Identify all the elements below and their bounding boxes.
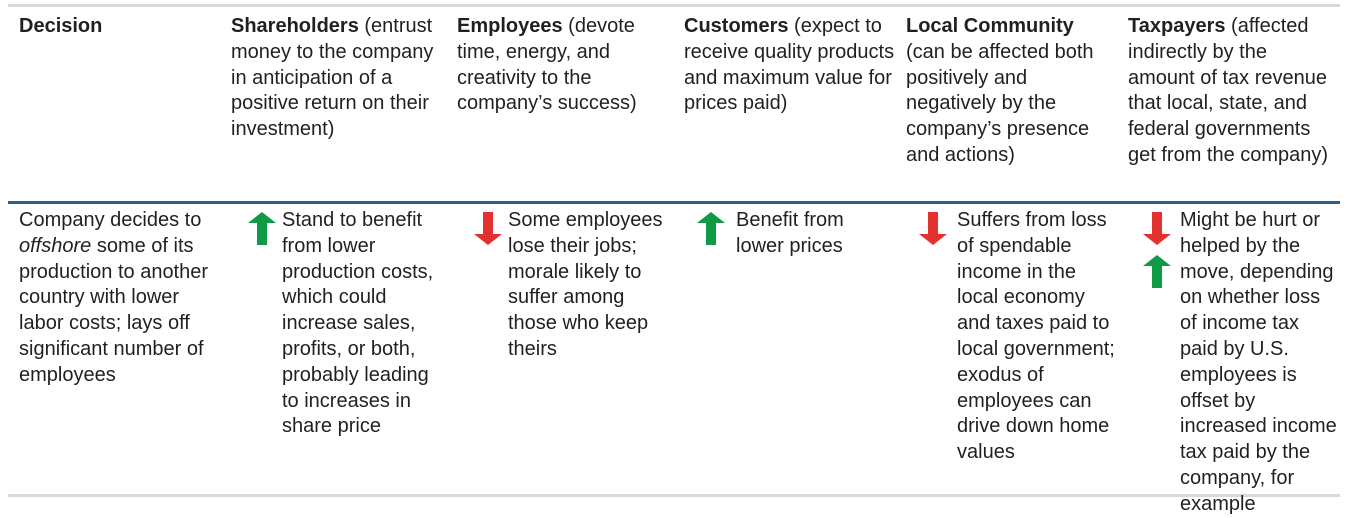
row-shareholders: Stand to benefit from lower production c… [282, 209, 434, 438]
arrow-down-icon [474, 212, 502, 245]
header-employees-title: Employees [457, 15, 563, 37]
header-local-community: Local Community (can be affected both po… [906, 14, 1116, 169]
row-customers: Benefit from lower prices [736, 209, 844, 257]
header-shareholders: Shareholders (entrust money to the compa… [231, 14, 441, 143]
header-divider-rule [8, 201, 1340, 204]
header-community-title: Local Community [906, 15, 1074, 37]
header-taxpayers: Taxpayers (affected indirectly by the am… [1128, 14, 1338, 169]
header-shareholders-desc: (entrust money to the company in anticip… [231, 15, 434, 141]
arrow-down-icon [919, 212, 947, 245]
table-bottom-rule [8, 494, 1340, 497]
header-customers: Customers (expect to receive quality pro… [684, 14, 899, 117]
header-decision-label: Decision [19, 15, 103, 37]
header-decision: Decision [19, 14, 219, 40]
row-decision-text-start: Company decides to [19, 209, 202, 231]
header-employees: Employees (devote time, energy, and crea… [457, 14, 667, 117]
row-taxpayers: Might be hurt or helped by the move, dep… [1180, 209, 1337, 515]
header-taxpayers-title: Taxpayers [1128, 15, 1226, 37]
table-top-rule [8, 4, 1340, 7]
header-customers-title: Customers [684, 15, 789, 37]
header-employees-desc: (devote time, energy, and creativity to … [457, 15, 637, 115]
arrow-down-icon [1143, 212, 1171, 245]
row-decision-text-end: some of its production to another countr… [19, 234, 209, 386]
row-decision-emphasis: offshore [19, 234, 92, 257]
row-decision: Company decides to offshore some of its … [19, 208, 224, 389]
header-shareholders-title: Shareholders [231, 15, 359, 37]
row-employees: Some employees lose their jobs; morale l… [508, 209, 663, 360]
header-customers-desc: (expect to receive quality products and … [684, 15, 895, 115]
arrow-up-icon [248, 212, 276, 245]
header-taxpayers-desc: (affected indirectly by the amount of ta… [1128, 15, 1329, 166]
header-community-desc: (can be affected both positively and neg… [906, 40, 1094, 166]
arrow-up-icon [1143, 255, 1171, 288]
arrow-up-icon [697, 212, 725, 245]
row-local-community: Suffers from loss of spendable income in… [957, 209, 1115, 464]
